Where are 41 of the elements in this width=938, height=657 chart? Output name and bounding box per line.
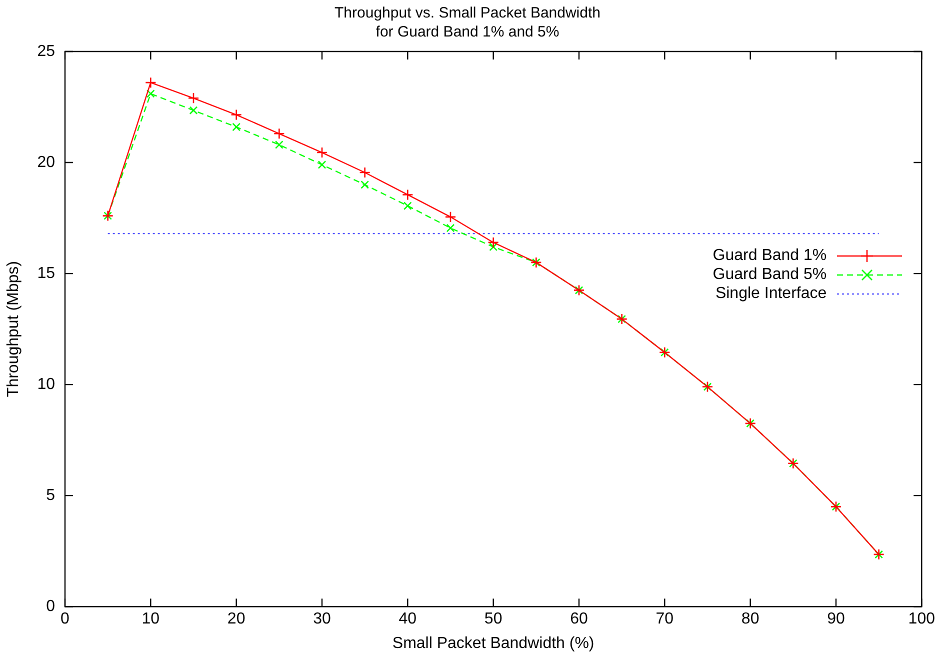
x-tick-label: 20: [227, 610, 246, 628]
point: [402, 189, 414, 200]
x-tick-label: 70: [656, 610, 674, 628]
chart-title: Throughput vs. Small Packet Bandwidth for Guard Band 1% and 5%: [334, 4, 600, 40]
legend-label: Guard Band 5%: [712, 266, 827, 284]
point: [146, 90, 155, 98]
point: [360, 180, 370, 189]
y-tick-label: 0: [46, 598, 56, 616]
x-tick-label: 10: [142, 610, 160, 628]
y-tick-label: 25: [37, 42, 56, 60]
y-axis-title: Throughput (Mbps): [5, 261, 22, 398]
point: [488, 236, 499, 248]
x-tick-label: 0: [60, 610, 70, 628]
point: [316, 146, 328, 158]
legend-label: Guard Band 1%: [712, 247, 827, 266]
x-axis-title: Small Packet Bandwidth (%): [392, 634, 594, 652]
x-tick-label: 100: [908, 610, 936, 628]
x-tick-label: 90: [827, 610, 845, 628]
point: [403, 202, 412, 210]
point: [359, 166, 370, 178]
point: [189, 106, 198, 115]
point: [232, 122, 241, 132]
x-tick-label: 30: [313, 610, 331, 628]
x-tick-label: 40: [398, 610, 417, 628]
y-tick-label: 20: [37, 154, 56, 171]
x-tick-label: 60: [570, 610, 588, 628]
point: [274, 128, 285, 140]
x-tick-label: 80: [741, 610, 760, 628]
point: [489, 242, 498, 252]
y-tick-label: 5: [46, 486, 56, 504]
point: [444, 211, 456, 223]
point: [274, 140, 284, 149]
x-tick-label: 50: [484, 610, 502, 628]
point: [188, 92, 200, 104]
point: [318, 160, 326, 169]
point: [230, 109, 242, 120]
y-tick-label: 15: [37, 264, 56, 282]
legend-label: Single Interface: [715, 285, 827, 304]
y-tick-label: 10: [37, 376, 56, 393]
point: [145, 76, 156, 88]
point: [446, 224, 455, 232]
